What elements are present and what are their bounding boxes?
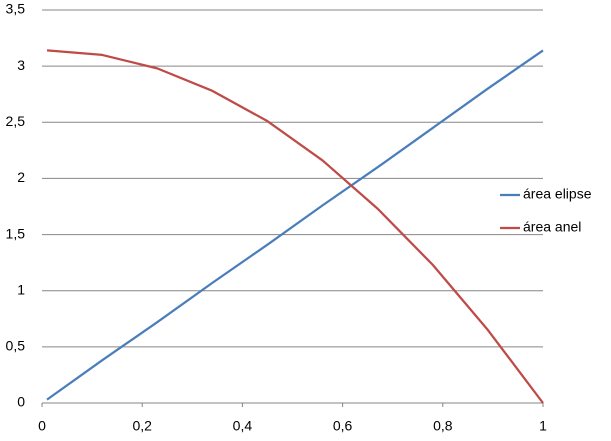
data-line — [46, 49, 544, 401]
y-tick-label: 1,5 — [6, 225, 26, 241]
x-tick-label: 0,2 — [132, 418, 152, 434]
x-tick-label: 1 — [539, 418, 547, 434]
y-tick-label: 3,5 — [6, 1, 26, 17]
y-tick-label: 2 — [17, 169, 25, 185]
x-tick-label: 0,4 — [233, 418, 253, 434]
y-tick-label: 0,5 — [6, 338, 26, 354]
x-tick-label: 0 — [38, 418, 46, 434]
legend-label: área elipse — [523, 186, 592, 202]
x-tick-label: 0,8 — [433, 418, 453, 434]
legend-label: área anel — [523, 219, 581, 235]
y-tick-label: 1 — [17, 281, 25, 297]
data-line — [46, 49, 544, 404]
y-tick-label: 2,5 — [6, 113, 26, 129]
y-tick-label: 0 — [17, 394, 25, 410]
y-tick-label: 3 — [17, 57, 25, 73]
x-tick-label: 0,6 — [333, 418, 353, 434]
